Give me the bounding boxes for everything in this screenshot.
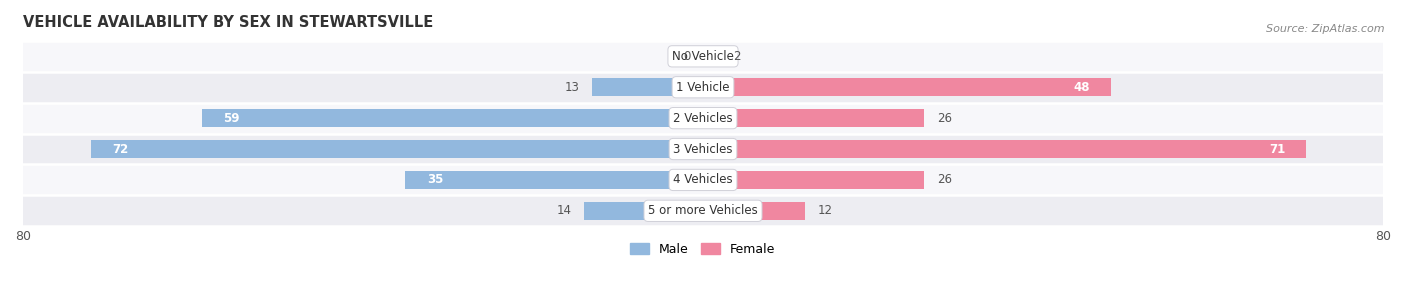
Text: 35: 35 [427,174,443,186]
Bar [22,164,1384,196]
Bar [583,202,703,220]
Text: 72: 72 [112,142,128,156]
Bar [703,78,1111,96]
Text: 1 Vehicle: 1 Vehicle [676,81,730,94]
Bar [703,47,720,65]
Text: 48: 48 [1073,81,1090,94]
Text: 14: 14 [557,204,571,217]
Bar [22,196,1384,226]
Text: 12: 12 [818,204,832,217]
Text: 59: 59 [222,112,239,125]
Text: 71: 71 [1270,142,1285,156]
Text: 13: 13 [565,81,579,94]
Text: VEHICLE AVAILABILITY BY SEX IN STEWARTSVILLE: VEHICLE AVAILABILITY BY SEX IN STEWARTSV… [22,15,433,30]
Bar [22,103,1384,134]
Text: 5 or more Vehicles: 5 or more Vehicles [648,204,758,217]
Bar [91,140,703,158]
Bar [405,171,703,189]
Text: Source: ZipAtlas.com: Source: ZipAtlas.com [1267,24,1385,34]
Bar [201,109,703,127]
Bar [22,134,1384,164]
Text: 0: 0 [683,50,690,63]
Text: 26: 26 [936,174,952,186]
Text: 4 Vehicles: 4 Vehicles [673,174,733,186]
Text: 3 Vehicles: 3 Vehicles [673,142,733,156]
Bar [703,109,924,127]
Bar [703,140,1306,158]
Text: 26: 26 [936,112,952,125]
Bar [703,171,924,189]
Bar [22,72,1384,103]
Bar [592,78,703,96]
Legend: Male, Female: Male, Female [626,238,780,261]
Bar [703,202,806,220]
Bar [22,41,1384,72]
Text: No Vehicle: No Vehicle [672,50,734,63]
Text: 2 Vehicles: 2 Vehicles [673,112,733,125]
Text: 2: 2 [733,50,740,63]
